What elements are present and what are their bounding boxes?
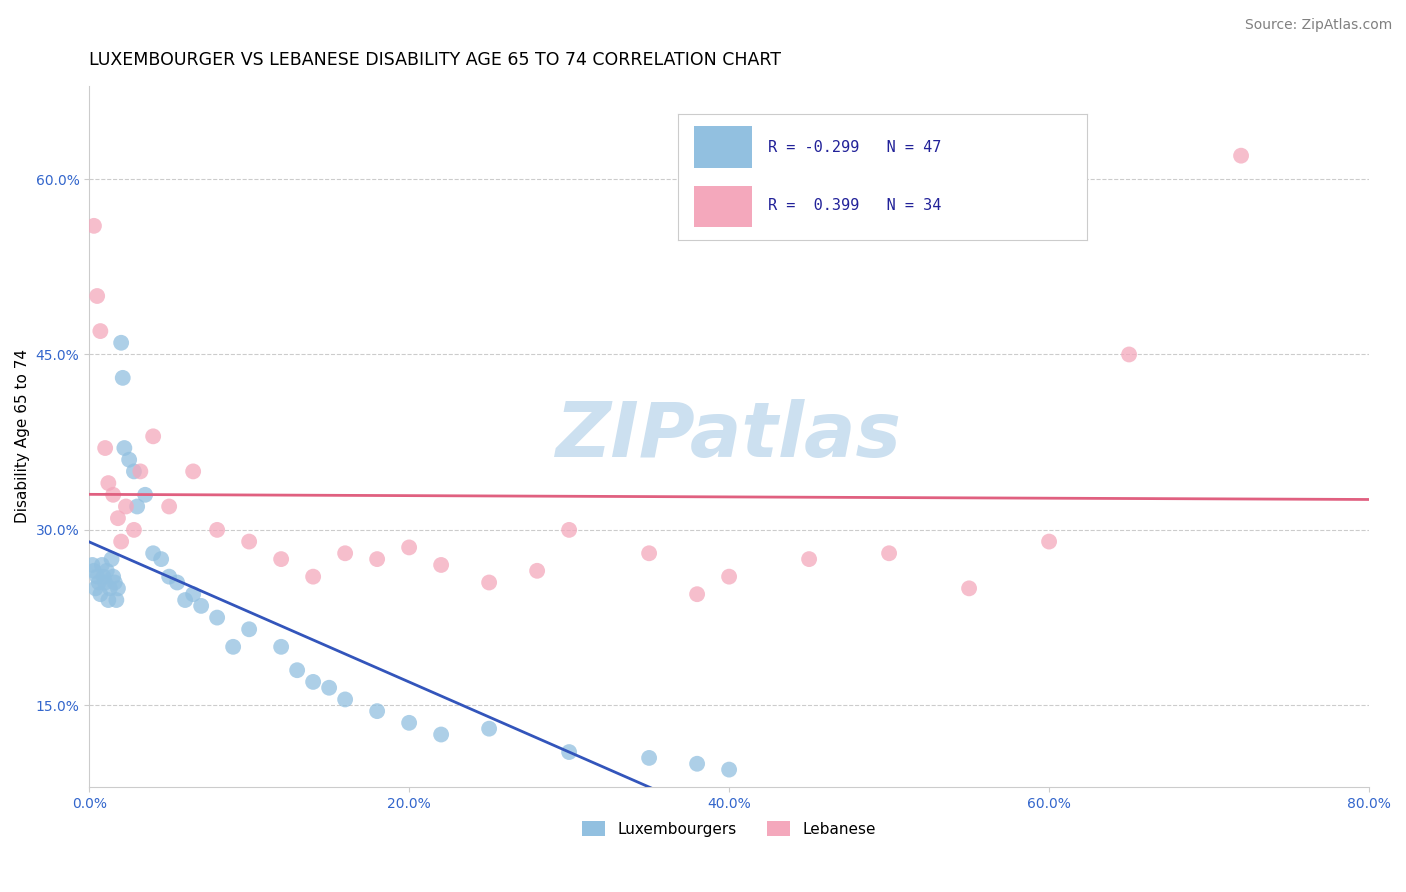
Point [96, 564, 118, 578]
Point [86, 289, 108, 303]
Point [104, 575, 127, 590]
Point [558, 523, 581, 537]
Point [238, 534, 260, 549]
Text: ZIPatlas: ZIPatlas [557, 400, 903, 474]
Point [100, 552, 122, 566]
Point [97, 593, 120, 607]
Point [118, 452, 141, 467]
Point [97, 476, 120, 491]
Point [957, 582, 980, 596]
Point [142, 429, 165, 443]
Y-axis label: Disability Age 65 to 74: Disability Age 65 to 74 [15, 350, 30, 524]
Point [318, 681, 340, 695]
Point [110, 534, 132, 549]
Point [478, 722, 501, 736]
Point [101, 488, 124, 502]
Point [398, 715, 420, 730]
Point [150, 552, 173, 566]
Point [638, 751, 661, 765]
Point [430, 558, 453, 572]
Point [797, 552, 820, 566]
Point [91, 558, 114, 572]
Point [94, 575, 117, 590]
Point [83, 219, 105, 233]
Point [285, 663, 308, 677]
Point [1230, 149, 1253, 163]
Point [83, 564, 105, 578]
Point [366, 704, 388, 718]
Point [94, 441, 117, 455]
Point [190, 599, 212, 613]
Point [107, 511, 129, 525]
Point [270, 552, 292, 566]
Point [558, 745, 581, 759]
Point [82, 558, 104, 572]
Legend: Luxembourgers, Lebanese: Luxembourgers, Lebanese [576, 814, 882, 843]
Point [89, 324, 111, 338]
Point [84, 582, 107, 596]
Point [1118, 347, 1140, 361]
Point [686, 587, 709, 601]
Point [89, 587, 111, 601]
Point [638, 546, 661, 560]
Point [134, 488, 156, 502]
Point [1038, 534, 1060, 549]
Point [157, 500, 180, 514]
Point [205, 523, 228, 537]
Point [302, 674, 325, 689]
Point [238, 622, 260, 636]
Point [366, 552, 388, 566]
Point [333, 546, 356, 560]
Point [112, 441, 135, 455]
Point [93, 569, 115, 583]
Text: Source: ZipAtlas.com: Source: ZipAtlas.com [1244, 18, 1392, 32]
Point [430, 727, 453, 741]
Point [398, 541, 420, 555]
Text: LUXEMBOURGER VS LEBANESE DISABILITY AGE 65 TO 74 CORRELATION CHART: LUXEMBOURGER VS LEBANESE DISABILITY AGE … [89, 51, 782, 69]
Point [111, 371, 134, 385]
Point [122, 464, 145, 478]
Point [333, 692, 356, 706]
Point [86, 569, 108, 583]
Point [181, 464, 204, 478]
Point [87, 575, 110, 590]
Point [101, 569, 124, 583]
Point [181, 587, 204, 601]
Point [107, 582, 129, 596]
Point [110, 335, 132, 350]
Point [478, 575, 501, 590]
Point [718, 569, 741, 583]
Point [174, 593, 197, 607]
Point [302, 569, 325, 583]
Point [98, 582, 121, 596]
Point [157, 569, 180, 583]
Point [127, 500, 149, 514]
Point [526, 564, 548, 578]
Point [270, 640, 292, 654]
Point [222, 640, 245, 654]
Point [718, 763, 741, 777]
Point [205, 610, 228, 624]
Point [877, 546, 900, 560]
Point [166, 575, 188, 590]
Point [129, 464, 152, 478]
Point [105, 593, 128, 607]
Point [115, 500, 138, 514]
Point [686, 756, 709, 771]
Point [122, 523, 145, 537]
Point [142, 546, 165, 560]
